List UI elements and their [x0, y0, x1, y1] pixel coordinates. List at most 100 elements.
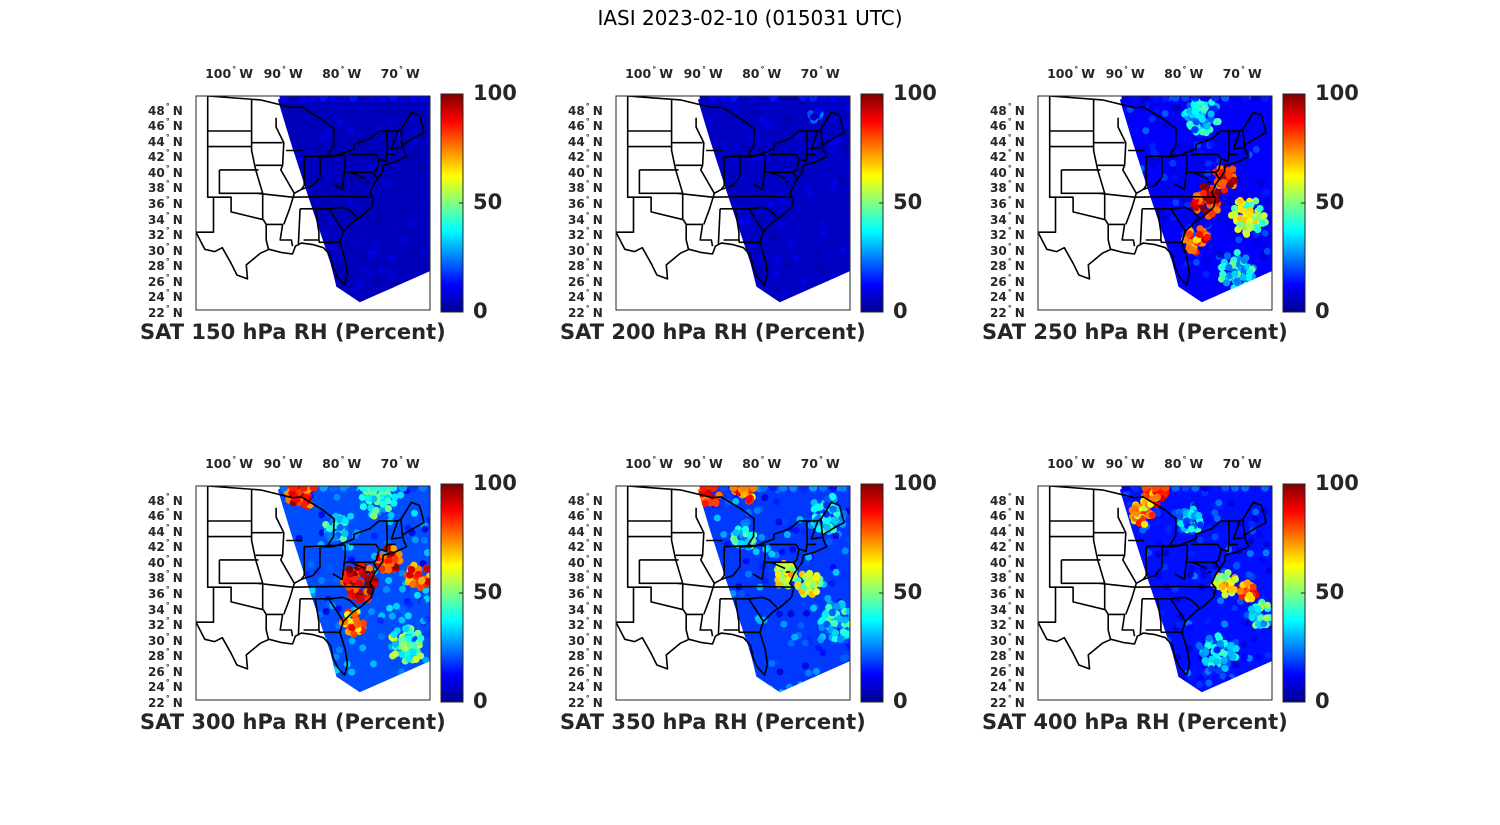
longitude-label: 90° W	[1105, 455, 1145, 471]
state-border	[1214, 158, 1229, 173]
rh-observation	[818, 486, 828, 492]
rh-observation	[746, 134, 754, 142]
rh-observation	[399, 235, 407, 243]
rh-observation	[294, 505, 302, 513]
latitude-label: 38° N	[568, 179, 603, 196]
rh-observation	[1141, 96, 1149, 97]
rh-observation	[353, 240, 361, 248]
rh-observation	[1199, 128, 1207, 136]
colorbar-tick-label: 100	[473, 471, 517, 495]
rh-observation	[1191, 96, 1200, 102]
rh-observation	[1231, 270, 1239, 278]
rh-observation	[1207, 665, 1216, 673]
rh-observation	[350, 630, 358, 638]
rh-observation	[335, 200, 343, 208]
rh-observation	[1259, 219, 1267, 227]
rh-observation	[1237, 587, 1245, 595]
rh-observation	[838, 96, 848, 102]
map-plot-400hpa	[1037, 483, 1306, 703]
rh-observation	[420, 111, 428, 119]
longitude-label: 80° W	[322, 455, 362, 471]
rh-observation	[700, 96, 708, 97]
rh-observation	[1186, 624, 1194, 632]
rh-observation	[1141, 96, 1150, 102]
rh-observation	[831, 178, 839, 186]
state-border	[1092, 489, 1106, 610]
rh-observation	[289, 96, 298, 102]
rh-observation	[1148, 142, 1156, 150]
rh-observation	[1263, 614, 1271, 622]
rh-observation	[391, 650, 399, 658]
rh-observation	[1211, 96, 1220, 102]
panel-title: SAT 300 hPa RH (Percent)	[140, 710, 446, 734]
rh-observation	[370, 532, 378, 540]
colorbar-tick-label: 50	[473, 580, 503, 604]
rh-observation	[390, 630, 398, 639]
state-border	[1170, 598, 1187, 622]
latitude-label: 40° N	[148, 163, 183, 180]
rh-observation	[749, 486, 758, 492]
rh-observation	[1225, 272, 1233, 280]
rh-observation	[423, 615, 430, 623]
rh-observation	[319, 96, 328, 102]
latitude-label: 44° N	[990, 522, 1025, 539]
rh-observation	[1161, 214, 1169, 222]
rh-observation	[757, 140, 765, 148]
rh-observation	[389, 544, 398, 553]
rh-observation	[1240, 653, 1248, 661]
latitude-label: 30° N	[148, 241, 183, 258]
state-border	[720, 206, 778, 218]
map-frame	[195, 485, 431, 701]
rh-observation	[336, 524, 344, 532]
rh-observation	[1207, 110, 1215, 118]
rh-observation	[384, 566, 393, 574]
longitude-label: 80° W	[1164, 455, 1204, 471]
rh-observation	[817, 636, 825, 644]
rh-observation	[1262, 188, 1270, 196]
state-border	[769, 153, 800, 160]
longitude-label: 90° W	[683, 65, 723, 81]
rh-observation	[1155, 551, 1163, 559]
rh-observation	[1225, 263, 1233, 272]
rh-observation	[1238, 206, 1247, 214]
state-border	[1104, 609, 1112, 640]
rh-observation	[409, 648, 417, 656]
rh-observation	[1246, 210, 1254, 218]
rh-observation	[1230, 96, 1240, 102]
state-border	[677, 582, 713, 588]
latitude-label: 34° N	[568, 210, 603, 227]
state-border	[1207, 570, 1212, 574]
rh-observation	[397, 491, 405, 499]
state-border	[1055, 586, 1106, 611]
latitude-label: 22° N	[148, 694, 183, 710]
rh-observation	[1245, 591, 1254, 599]
rh-observation	[1171, 104, 1179, 112]
rh-observation	[372, 197, 380, 205]
latitude-label: 32° N	[568, 226, 603, 243]
rh-observation	[1205, 634, 1213, 642]
rh-observation	[1186, 605, 1194, 613]
latitude-label: 34° N	[990, 600, 1025, 617]
rh-observation	[349, 486, 358, 492]
rh-observation	[348, 556, 356, 564]
colorbar-tick-label: 0	[893, 689, 908, 713]
rh-observation	[1252, 239, 1260, 247]
state-border	[300, 596, 358, 608]
state-border	[820, 128, 824, 146]
rh-observation	[292, 137, 300, 145]
rh-observation	[356, 176, 364, 184]
rh-observation	[789, 227, 797, 235]
rh-observation	[1233, 561, 1241, 569]
rh-observation	[393, 162, 401, 170]
rh-observation	[1260, 212, 1268, 220]
state-border	[616, 96, 845, 286]
rh-observation	[425, 114, 430, 122]
rh-observation	[387, 269, 395, 277]
rh-observation	[1169, 159, 1177, 167]
rh-observation	[841, 616, 849, 624]
rh-observation	[838, 177, 846, 185]
rh-observation	[316, 146, 324, 154]
rh-observation	[1263, 540, 1271, 548]
rh-observation	[823, 516, 831, 525]
rh-observation	[769, 228, 777, 236]
